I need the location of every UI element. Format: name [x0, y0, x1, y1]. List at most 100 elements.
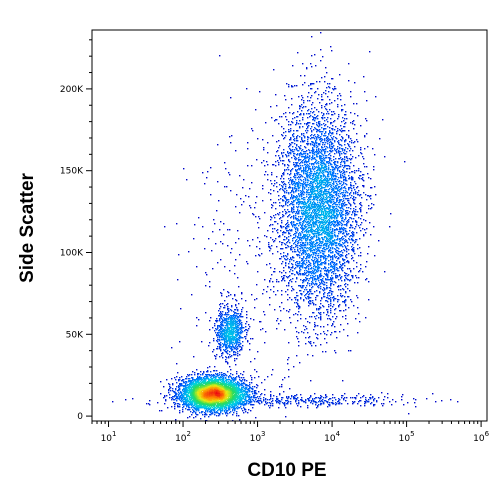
scatter-point — [286, 200, 288, 202]
scatter-point — [222, 330, 224, 332]
scatter-point — [219, 340, 221, 342]
scatter-point — [175, 419, 177, 421]
scatter-point — [216, 401, 218, 403]
scatter-point — [223, 403, 225, 405]
scatter-point — [240, 336, 242, 338]
scatter-point — [305, 155, 307, 157]
scatter-point — [206, 401, 208, 403]
scatter-point — [291, 169, 293, 171]
scatter-point — [290, 173, 292, 175]
scatter-point — [214, 377, 216, 379]
scatter-point — [332, 323, 334, 325]
scatter-point — [222, 393, 224, 395]
scatter-point — [284, 188, 286, 190]
scatter-point — [236, 336, 238, 338]
scatter-point — [202, 384, 204, 386]
scatter-point — [323, 287, 325, 289]
scatter-point — [245, 385, 247, 387]
scatter-point — [304, 170, 306, 172]
scatter-point — [285, 112, 287, 114]
scatter-point — [300, 234, 302, 236]
scatter-point — [185, 384, 187, 386]
scatter-point — [221, 325, 223, 327]
scatter-point — [240, 399, 242, 401]
scatter-point — [230, 342, 232, 344]
scatter-point — [311, 277, 313, 279]
scatter-point — [222, 324, 224, 326]
scatter-point — [213, 394, 215, 396]
scatter-point — [207, 383, 209, 385]
scatter-point — [226, 387, 228, 389]
scatter-point — [318, 174, 320, 176]
scatter-point — [222, 314, 224, 316]
scatter-point — [219, 413, 221, 415]
scatter-point — [327, 221, 329, 223]
scatter-point — [222, 390, 224, 392]
scatter-point — [230, 411, 232, 413]
scatter-point — [347, 160, 349, 162]
scatter-point — [210, 411, 212, 413]
scatter-point — [182, 385, 184, 387]
scatter-point — [318, 168, 320, 170]
scatter-point — [298, 220, 300, 222]
scatter-point — [229, 345, 231, 347]
scatter-point — [356, 133, 358, 135]
scatter-point — [270, 216, 272, 218]
scatter-point — [293, 176, 295, 178]
scatter-point — [189, 399, 191, 401]
scatter-point — [215, 407, 217, 409]
scatter-point — [353, 185, 355, 187]
scatter-point — [214, 375, 216, 377]
scatter-point — [320, 158, 322, 160]
scatter-point — [241, 327, 243, 329]
scatter-point — [338, 244, 340, 246]
scatter-point — [237, 339, 239, 341]
scatter-point — [218, 379, 220, 381]
scatter-point — [344, 171, 346, 173]
scatter-point — [235, 393, 237, 395]
scatter-point — [332, 179, 334, 181]
scatter-point — [231, 407, 233, 409]
scatter-point — [234, 405, 236, 407]
scatter-point — [194, 374, 196, 376]
scatter-point — [195, 398, 197, 400]
scatter-point — [227, 303, 229, 305]
scatter-point — [233, 327, 235, 329]
scatter-point — [202, 385, 204, 387]
scatter-point — [296, 265, 298, 267]
scatter-point — [206, 377, 208, 379]
scatter-point — [310, 181, 312, 183]
scatter-point — [283, 308, 285, 310]
scatter-point — [183, 382, 185, 384]
scatter-point — [213, 383, 215, 385]
scatter-point — [224, 344, 226, 346]
scatter-point — [226, 323, 228, 325]
scatter-point — [219, 392, 221, 394]
scatter-point — [227, 322, 229, 324]
scatter-point — [235, 341, 237, 343]
scatter-point — [166, 395, 168, 397]
scatter-point — [311, 36, 313, 38]
scatter-point — [272, 164, 274, 166]
scatter-point — [325, 255, 327, 257]
scatter-point — [327, 184, 329, 186]
scatter-point — [327, 179, 329, 181]
scatter-point — [271, 274, 273, 276]
scatter-point — [309, 172, 311, 174]
scatter-point — [297, 186, 299, 188]
scatter-point — [303, 208, 305, 210]
scatter-point — [311, 192, 313, 194]
scatter-point — [230, 376, 232, 378]
scatter-point — [231, 401, 233, 403]
scatter-point — [323, 224, 325, 226]
scatter-point — [213, 370, 215, 372]
scatter-point — [310, 97, 312, 99]
scatter-point — [333, 217, 335, 219]
scatter-point — [313, 217, 315, 219]
scatter-point — [304, 199, 306, 201]
scatter-point — [317, 169, 319, 171]
scatter-point — [322, 115, 324, 117]
scatter-point — [208, 394, 210, 396]
scatter-point — [231, 389, 233, 391]
scatter-point — [311, 171, 313, 173]
